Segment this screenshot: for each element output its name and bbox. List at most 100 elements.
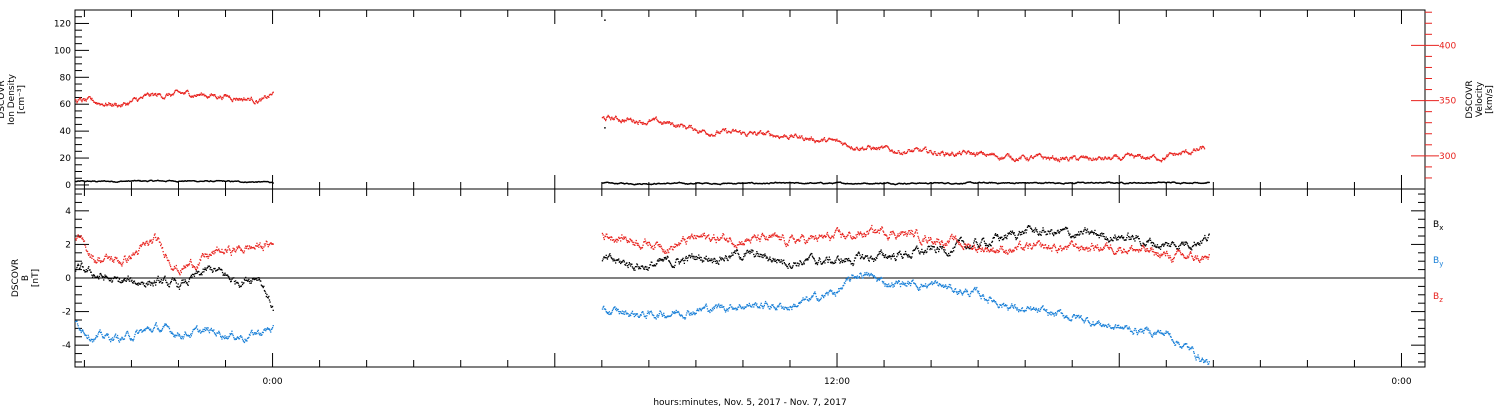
velocity-point-group-point — [802, 138, 804, 140]
bx-point-group-point — [1088, 233, 1090, 235]
by-point-group-point — [725, 309, 727, 312]
bx-point-group-point — [752, 250, 754, 252]
density-point-group-point — [125, 180, 127, 182]
density-point-group-point — [749, 182, 752, 184]
by-point-group-point — [640, 314, 642, 316]
density-point-group-point — [915, 183, 917, 185]
by-point-group-point — [737, 306, 739, 308]
bx-point-group-point — [897, 254, 899, 256]
density-point-group-point — [1208, 181, 1210, 184]
by-point-group-point — [797, 305, 799, 307]
bx-point-group-point — [136, 283, 138, 286]
bx-point-group-point — [1188, 247, 1190, 249]
bx-point-group-point — [909, 256, 912, 258]
by-point-group-point — [105, 335, 107, 337]
bx-point-group-point — [1161, 244, 1164, 246]
by-point-group-point — [91, 339, 93, 341]
bx-point-group-point — [606, 257, 608, 259]
velocity-point-group-point — [959, 152, 961, 154]
bx-point-group-point — [150, 284, 152, 286]
velocity-point-group-point — [881, 145, 883, 147]
by-point-group-point — [622, 313, 624, 315]
velocity-point-group-point — [260, 100, 262, 102]
by-point-group-point — [816, 298, 818, 300]
density-point-group-point — [604, 181, 606, 184]
by-point-group-point — [754, 302, 757, 304]
bx-point-group-point — [1164, 243, 1166, 245]
velocity-point-group-point — [997, 156, 999, 158]
velocity-point-group-point — [756, 133, 759, 135]
by-point-group-point — [934, 280, 937, 282]
bx-point-group-point — [943, 249, 945, 251]
density-point-group-point — [905, 183, 907, 185]
density-point-group-point — [1196, 182, 1198, 184]
velocity-point-group-point — [676, 125, 679, 128]
velocity-point-group-point — [1000, 158, 1002, 160]
velocity-point-group-point — [637, 123, 639, 125]
by-point-group-point — [243, 340, 245, 343]
density-point-group-point — [878, 182, 880, 185]
bx-point-group-point — [603, 256, 605, 258]
by-point-group-point — [121, 336, 123, 338]
velocity-point-group-point — [136, 99, 138, 101]
bx-point-group-point — [921, 248, 923, 251]
velocity-point-group-point — [621, 120, 623, 122]
velocity-point-group-point — [631, 120, 633, 122]
bx-point-group-point — [882, 253, 884, 255]
bx-point-group-point — [838, 258, 840, 260]
by-point-group-point — [724, 309, 726, 311]
by-point-group-point — [973, 289, 975, 291]
bx-point-group-point — [620, 262, 622, 265]
bx-point-group-point — [141, 281, 144, 283]
bx-point-group-point — [1175, 245, 1177, 248]
bx-point-group-point — [130, 277, 132, 279]
velocity-point-group-point — [780, 136, 782, 138]
velocity-point-group-point — [146, 92, 149, 94]
by-point-group-point — [684, 318, 686, 320]
velocity-point-group-point — [1195, 150, 1197, 152]
by-point-group-point — [902, 283, 904, 286]
by-point-group-point — [91, 341, 94, 343]
by-point-group-point — [249, 334, 251, 336]
bx-point-group-point — [783, 262, 785, 264]
velocity-point-group-point — [871, 147, 874, 150]
velocity-point-group-point — [125, 104, 127, 106]
bx-point-group-point — [613, 258, 615, 260]
bx-point-group-point — [699, 256, 701, 258]
by-point-group-point — [773, 306, 775, 308]
density-point-group-point — [236, 180, 239, 182]
bx-point-group-point — [145, 286, 147, 288]
by-point-group-point — [658, 313, 660, 315]
bx-point-group-point — [917, 247, 919, 249]
bx-point-group-point — [994, 234, 996, 236]
velocity-point-group-point — [250, 98, 252, 100]
bx-point-group-point — [180, 284, 182, 286]
velocity-point-group-point — [716, 131, 719, 133]
by-point-group-point — [78, 327, 80, 329]
by-point-group-point — [873, 275, 875, 277]
velocity-point-group-point — [1036, 153, 1038, 156]
bx-point-group-point — [806, 258, 809, 260]
velocity-point-group-point — [117, 105, 119, 107]
by-point-group-point — [703, 307, 705, 309]
bx-point-group-point — [952, 247, 954, 249]
velocity-point-group-point — [1153, 155, 1156, 158]
velocity-point-group-point — [101, 103, 104, 105]
velocity-point-group-point — [772, 136, 774, 138]
bx-point-group-point — [768, 258, 770, 260]
bx-point-group-point — [756, 252, 759, 255]
density-point-group-point — [744, 182, 747, 184]
bx-point-group-point — [973, 240, 975, 242]
bx-point-group-point — [880, 249, 882, 251]
bx-point-group-point — [1059, 231, 1061, 233]
velocity-point-group-point — [230, 98, 232, 101]
bx-point-group-point — [623, 261, 625, 263]
density-point-group-point — [642, 183, 644, 185]
bx-point-group-point — [1022, 231, 1024, 233]
velocity-point-group-point — [965, 151, 967, 153]
by-point-group-point — [125, 332, 127, 334]
by-point-group-point — [963, 291, 965, 293]
bx-point-group-point — [804, 259, 807, 261]
velocity-point-group-point — [845, 143, 847, 145]
velocity-point-group-point — [1080, 156, 1082, 158]
